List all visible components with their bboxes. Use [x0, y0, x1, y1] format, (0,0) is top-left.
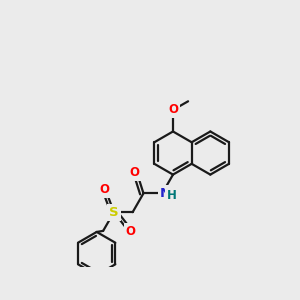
Text: O: O [168, 103, 178, 116]
Text: N: N [160, 187, 171, 200]
Text: O: O [126, 225, 136, 238]
Text: H: H [167, 189, 176, 202]
Text: S: S [109, 206, 119, 219]
Text: O: O [130, 167, 140, 179]
Text: O: O [100, 183, 110, 196]
